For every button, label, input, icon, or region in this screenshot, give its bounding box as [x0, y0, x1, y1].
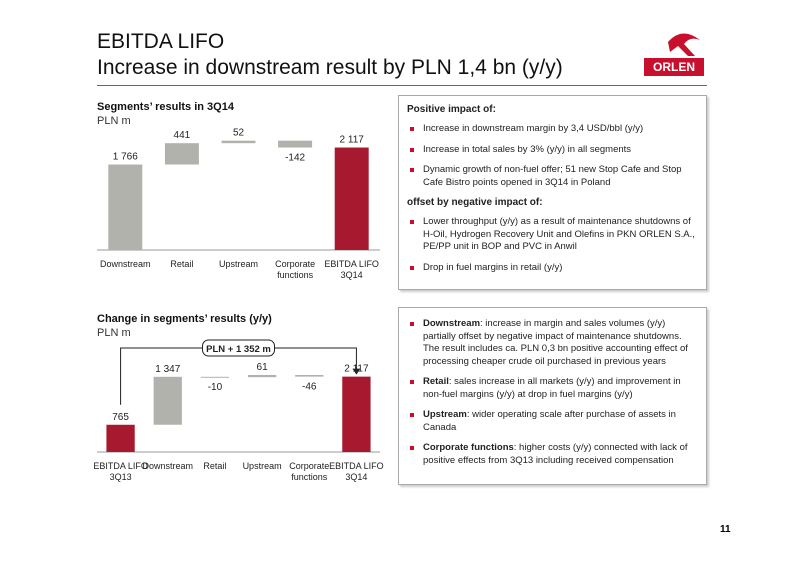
value-label: 52: [233, 128, 245, 139]
bullet-text: : sales increase in all markets (y/y) an…: [423, 376, 681, 400]
x-tick-label: EBITDA LIFO 3Q14: [324, 259, 379, 280]
bar: [106, 424, 135, 452]
bar: [164, 143, 199, 165]
x-tick-label: Corporate functions: [289, 461, 330, 482]
bullet-text: : higher costs (y/y) connected with lack…: [423, 442, 688, 466]
logo-mark: [668, 33, 700, 56]
chart1-subtitle: PLN m: [97, 115, 131, 127]
bullet-list: Increase in downstream margin by 3,4 USD…: [407, 123, 698, 189]
bullet-list: Downstream: increase in margin and sales…: [407, 318, 698, 467]
x-tick-label: Retail: [203, 461, 227, 471]
arrow-head: [352, 368, 361, 375]
slide-title: EBITDA LIFO: [97, 30, 225, 53]
value-label: 765: [112, 412, 129, 423]
bullet: Lower throughput (y/y) as a result of ma…: [410, 216, 698, 254]
value-label: -142: [285, 153, 305, 164]
logo-box: [644, 58, 704, 76]
bar: [247, 374, 277, 378]
x-tick-label: Corporate functions: [275, 259, 316, 280]
slide-subtitle: Increase in downstream result by PLN 1,4…: [97, 56, 563, 79]
bullet-bold: Retail: [423, 376, 449, 387]
x-tick-label: Downstream: [142, 461, 193, 471]
bullet-bold: Corporate functions: [423, 442, 514, 453]
annotation: PLN + 1 352 m: [206, 344, 271, 355]
x-tick-label: Retail: [170, 259, 194, 269]
bullet: Downstream: increase in margin and sales…: [410, 318, 698, 368]
value-label: 61: [257, 362, 269, 373]
chart2-subtitle: PLN m: [97, 327, 131, 339]
chart1-title: Segments’ results in 3Q14: [97, 101, 234, 113]
bar: [200, 376, 230, 378]
bullet: Upstream: wider operating scale after pu…: [410, 409, 698, 434]
value-label: -10: [208, 382, 223, 393]
bar: [108, 164, 143, 250]
page-number: 11: [720, 524, 731, 535]
bullet: Drop in fuel margins in retail (y/y): [410, 262, 698, 275]
bar: [334, 147, 369, 250]
bullet: Increase in downstream margin by 3,4 USD…: [410, 123, 698, 136]
x-tick-label: Upstream: [242, 461, 282, 471]
value-label: 1 347: [155, 364, 180, 375]
bullet: Increase in total sales by 3% (y/y) in a…: [410, 144, 698, 157]
value-label: -46: [302, 382, 317, 393]
box-heading: offset by negative impact of:: [407, 197, 543, 208]
bullet: Dynamic growth of non-fuel offer; 51 new…: [410, 164, 698, 189]
bar: [153, 376, 182, 425]
value-label: 441: [174, 130, 191, 141]
logo-text: ORLEN: [653, 60, 695, 74]
bullet: Corporate functions: higher costs (y/y) …: [410, 442, 698, 467]
x-tick-label: Downstream: [100, 259, 151, 269]
x-tick-label: EBITDA LIFO 3Q13: [93, 461, 148, 482]
x-tick-label: EBITDA LIFO 3Q14: [329, 461, 384, 482]
bullet-text: : wider operating scale after purchase o…: [423, 409, 676, 433]
bar: [278, 140, 313, 148]
bar: [342, 376, 371, 452]
bullet: Retail: sales increase in all markets (y…: [410, 376, 698, 401]
bar: [221, 140, 256, 144]
chart2-title: Change in segments’ results (y/y): [97, 313, 272, 325]
annotation-box: [202, 339, 275, 357]
value-label: 2 117: [340, 135, 365, 146]
title-rule: [97, 85, 707, 86]
bar: [295, 374, 324, 377]
text-box: Positive impact of: Increase in downstre…: [398, 95, 707, 290]
x-tick-label: Upstream: [218, 259, 258, 269]
box-heading: Positive impact of:: [407, 104, 496, 115]
value-label: 1 766: [113, 152, 138, 163]
bullet-text: : increase in margin and sales volumes (…: [423, 318, 688, 367]
text-box: Downstream: increase in margin and sales…: [398, 307, 707, 485]
bullet-list: Lower throughput (y/y) as a result of ma…: [407, 216, 698, 274]
bullet-bold: Downstream: [423, 318, 481, 329]
bullet-bold: Upstream: [423, 409, 467, 420]
